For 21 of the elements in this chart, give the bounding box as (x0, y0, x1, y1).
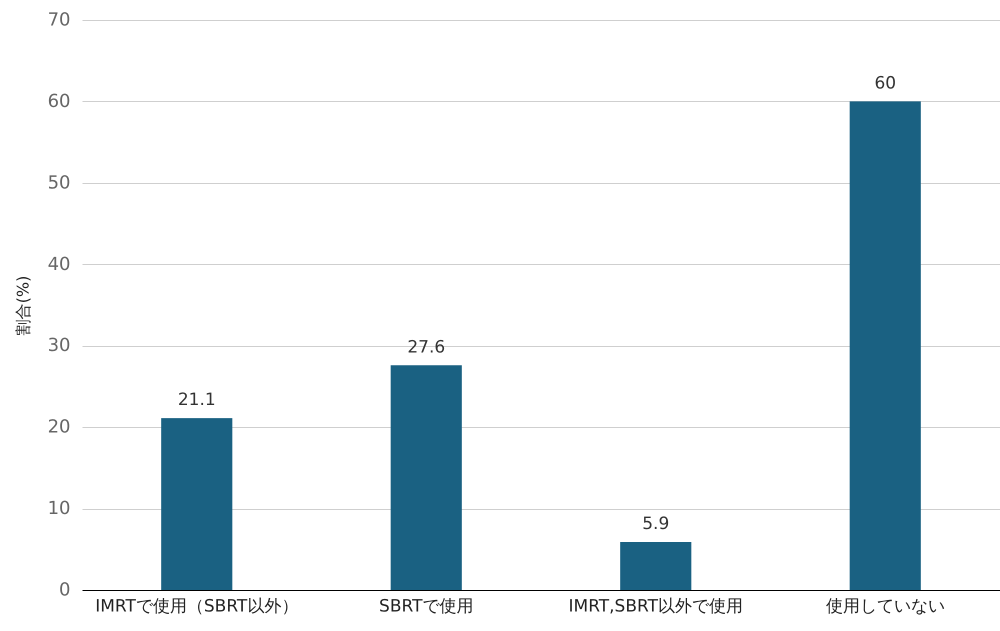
data-label: 27.6 (407, 337, 446, 358)
y-tick-label: 0 (59, 580, 70, 600)
data-label: 60 (874, 73, 896, 94)
x-tick-label: 使用していない (826, 596, 945, 616)
bar (390, 365, 462, 590)
y-tick-label: 40 (48, 254, 70, 275)
y-tick-label: 10 (48, 498, 70, 520)
x-tick-label: IMRT,SBRT以外で使用 (568, 596, 743, 616)
y-axis-title: 割合(%) (14, 276, 33, 336)
bar (161, 418, 232, 590)
bar (620, 542, 692, 590)
bar (850, 101, 921, 590)
y-tick-label: 60 (48, 90, 70, 112)
x-tick-label: SBRTで使用 (379, 596, 474, 616)
y-tick-label: 30 (48, 335, 70, 356)
y-tick-label: 20 (48, 416, 70, 438)
data-label: 21.1 (178, 390, 216, 410)
y-tick-label: 50 (48, 172, 70, 194)
x-tick-label: IMRTで使用（SBRT以外） (95, 596, 298, 616)
data-label: 5.9 (642, 514, 670, 534)
y-tick-label: 70 (48, 10, 70, 30)
